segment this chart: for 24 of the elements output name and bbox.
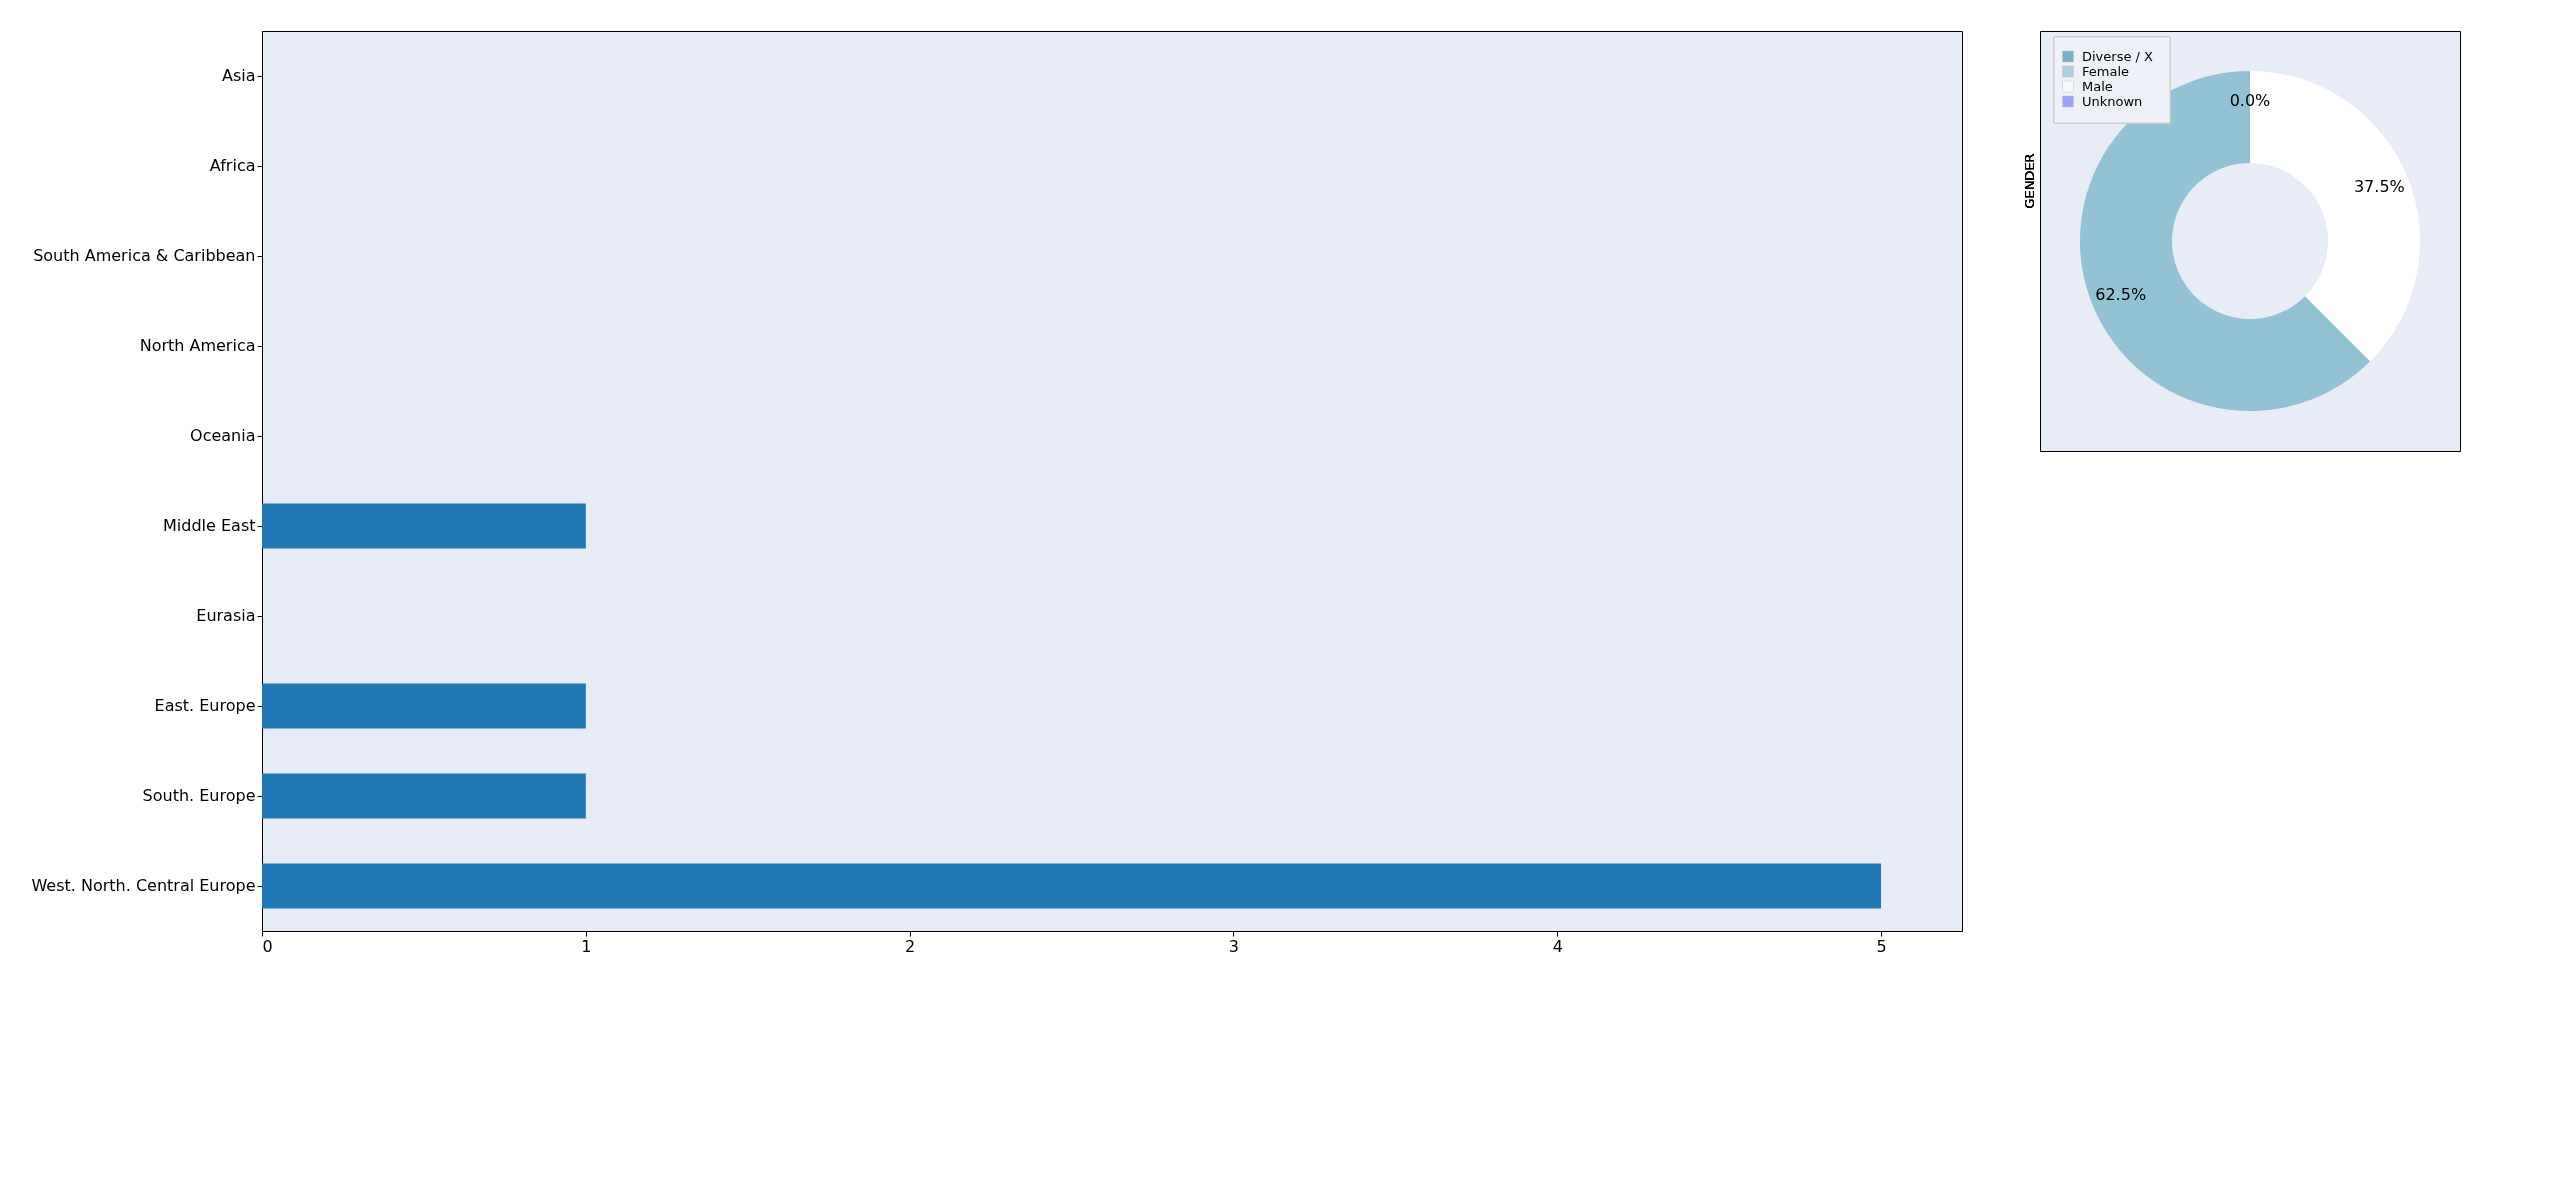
y-tick-label: North America — [139, 336, 256, 355]
y-tick-label: South. Europe — [142, 786, 256, 805]
legend-label: Diverse / X — [2082, 48, 2154, 64]
data-label: 37.5% — [2353, 177, 2405, 197]
x-tick-label: 0 — [262, 936, 273, 956]
y-tick-label: Eurasia — [196, 606, 256, 625]
legend-label: Female — [2082, 63, 2130, 79]
data-label: 62.5% — [2095, 284, 2147, 304]
y-tick-label: Africa — [209, 156, 256, 175]
y-tick-label: West. North. Central Europe — [31, 876, 256, 895]
x-tick-label: 2 — [905, 936, 916, 956]
legend-label: Male — [2082, 78, 2113, 94]
y-tick-label: Asia — [221, 66, 256, 85]
x-tick-label: 1 — [581, 936, 592, 956]
x-tick-label: 3 — [1228, 936, 1240, 956]
y-tick-label: East. Europe — [154, 696, 256, 715]
y-tick-label: Oceania — [190, 426, 256, 445]
legend-label: Unknown — [2082, 93, 2143, 109]
y-tick-label: South America & Caribbean — [33, 246, 256, 265]
x-tick-label: 4 — [1552, 936, 1563, 956]
text: GENDER — [2022, 153, 2037, 209]
x-tick-label: 5 — [1876, 936, 1887, 956]
y-tick-label: Middle East — [163, 516, 256, 535]
text: 0.0% — [2229, 91, 2271, 110]
